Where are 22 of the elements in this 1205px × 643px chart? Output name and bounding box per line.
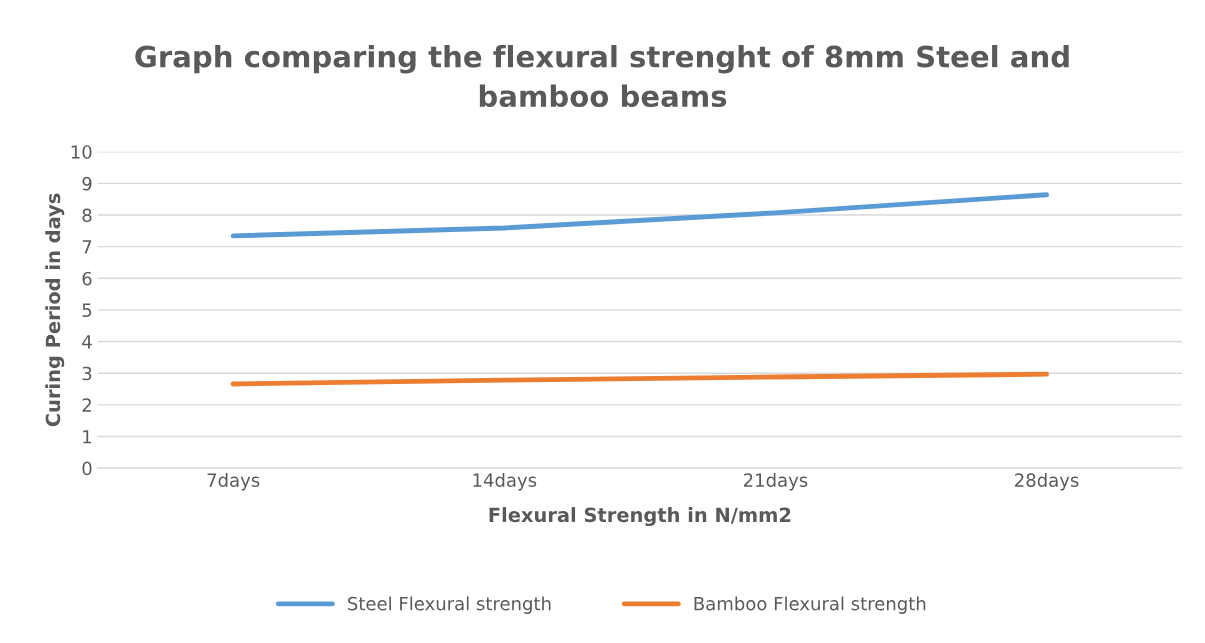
y-tick-label: 2: [82, 398, 91, 412]
x-tick-label: 28days: [1015, 472, 1079, 491]
x-axis-title: Flexural Strength in N/mm2: [489, 507, 791, 527]
y-tick-label: 5: [82, 303, 92, 318]
x-tick-label: 21days: [743, 472, 808, 491]
y-tick-label: 1: [83, 430, 92, 444]
y-tick-label: 0: [82, 461, 92, 476]
y-tick-label: 8: [82, 208, 92, 223]
y-tick-label: 6: [82, 271, 92, 286]
y-tick-label: 10: [71, 145, 92, 159]
x-tick-label: 14days: [473, 472, 537, 491]
y-tick-label: 7: [82, 240, 92, 254]
y-axis-title: Curing Period in days: [45, 193, 65, 427]
y-tick-label: 3: [82, 366, 92, 381]
y-tick-label: 4: [82, 335, 92, 349]
y-tick-label: 9: [82, 176, 92, 191]
legend-label: Steel Flexural strength: [348, 596, 551, 614]
legend-label: Bamboo Flexural strength: [694, 596, 926, 614]
line-series: [230, 371, 1049, 387]
x-tick-label: 7days: [207, 472, 260, 491]
line-series: [230, 192, 1049, 239]
chart-title: Graph comparing the flexural strenght of 8mm Steel and bamboo beams: [135, 45, 1069, 108]
